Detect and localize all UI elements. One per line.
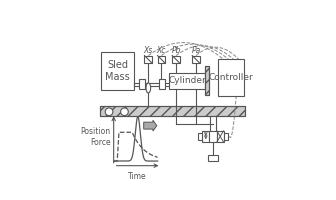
Bar — [202, 131, 209, 142]
Bar — [192, 56, 200, 63]
Bar — [217, 131, 224, 142]
Bar — [205, 66, 209, 95]
Bar — [100, 106, 245, 116]
Bar — [144, 56, 152, 63]
Text: Pb: Pb — [171, 46, 181, 55]
Text: Position
Force: Position Force — [81, 127, 111, 147]
Text: Xs: Xs — [144, 46, 153, 55]
Bar — [172, 56, 180, 63]
Bar — [100, 106, 245, 116]
Circle shape — [121, 108, 128, 116]
Bar — [198, 133, 202, 140]
Bar — [169, 73, 205, 89]
Text: Time: Time — [128, 172, 147, 181]
Text: Xc: Xc — [157, 46, 166, 55]
Text: Controller: Controller — [209, 73, 253, 82]
Bar — [101, 52, 134, 90]
Bar — [208, 155, 218, 161]
Bar — [158, 56, 165, 63]
Ellipse shape — [146, 83, 151, 93]
Circle shape — [105, 108, 113, 116]
FancyArrow shape — [144, 120, 157, 131]
Bar — [139, 79, 145, 89]
Text: Sled
Mass: Sled Mass — [105, 60, 130, 82]
Bar — [205, 66, 209, 95]
Text: Cylinder: Cylinder — [168, 76, 206, 85]
Bar — [224, 133, 228, 140]
Bar — [159, 79, 165, 89]
Text: Pa: Pa — [192, 46, 201, 55]
Bar — [218, 59, 244, 96]
Bar — [209, 131, 217, 142]
